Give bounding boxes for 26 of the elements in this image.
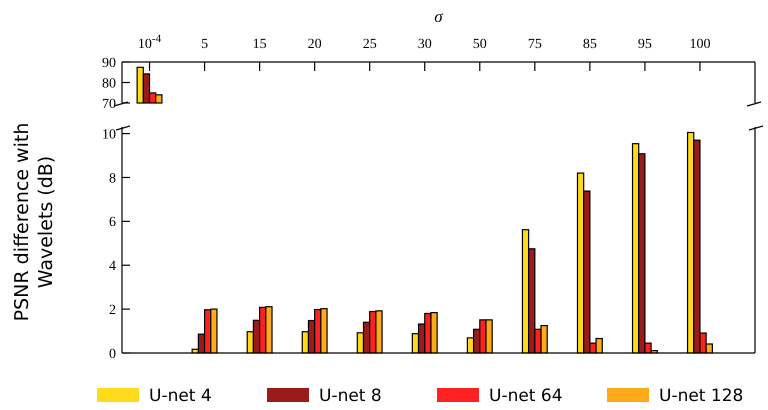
legend-label: U-net 128 [659, 386, 744, 406]
y-tick-label: 6 [109, 215, 116, 230]
x-tick-label: 85 [582, 37, 597, 52]
y-axis-title: PSNR difference with Wavelets (dB) [11, 122, 57, 322]
x-tick-label: 5 [201, 37, 208, 52]
y-tick-label: 0 [109, 346, 116, 362]
y-tick-label: 70 [102, 96, 116, 112]
x-tick-label: 20 [308, 37, 322, 52]
legend-label: U-net 4 [149, 386, 212, 406]
x-axis-title: σ [434, 7, 444, 26]
legend-label: U-net 8 [319, 386, 382, 406]
y-tick-label: 10 [102, 127, 116, 142]
x-tick-label: 15 [252, 37, 267, 52]
y-tick-label: 80 [102, 76, 116, 92]
y-tick-label: 8 [109, 171, 116, 186]
x-tick-label: 30 [418, 37, 432, 52]
x-tick-label: 10$^{-4}$ [138, 33, 162, 52]
y-tick-label: 4 [109, 259, 116, 274]
x-tick-label: 25 [362, 37, 377, 52]
x-tick-label: 100 [689, 37, 710, 52]
x-tick-label: 75 [528, 37, 542, 52]
y-tick-label: 2 [109, 303, 116, 318]
x-tick-label: 95 [638, 37, 652, 52]
y-tick-label: 90 [102, 56, 116, 71]
legend-label: U-net 64 [489, 386, 563, 406]
x-tick-label: 50 [472, 37, 487, 52]
